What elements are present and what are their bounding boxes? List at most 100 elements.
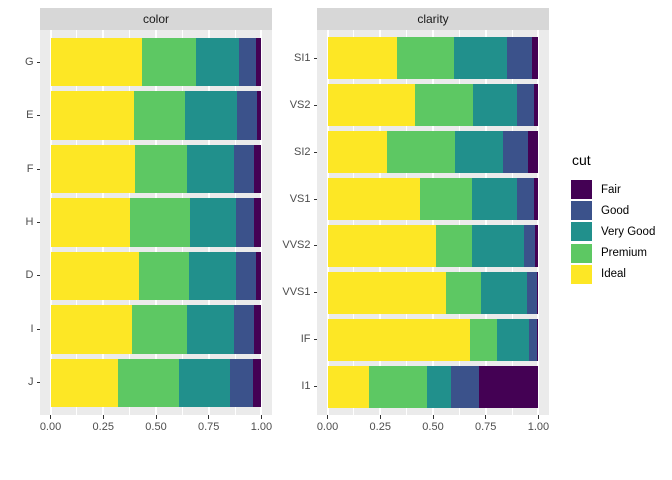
bar-segment-fair bbox=[534, 177, 539, 221]
bar-segment-premium bbox=[141, 38, 197, 87]
bar-segment-fair bbox=[537, 318, 539, 361]
bar-row-i bbox=[50, 305, 262, 354]
bar-row-f bbox=[50, 144, 262, 194]
bar-segment-good bbox=[526, 271, 538, 315]
y-tick-mark bbox=[313, 57, 317, 59]
legend-entry-premium: Premium bbox=[571, 243, 648, 263]
bar-segment-premium bbox=[135, 144, 187, 194]
bar-segment-very-good bbox=[188, 251, 236, 301]
y-tick-mark bbox=[36, 222, 40, 223]
legend-entry-fair: Fair bbox=[571, 180, 621, 199]
bar-segment-premium bbox=[414, 83, 473, 127]
x-tick-label: 1.00 bbox=[250, 421, 273, 433]
bar-segment-fair bbox=[256, 251, 262, 301]
x-tick-label: 0.25 bbox=[92, 421, 114, 433]
good-legend-key-swatch bbox=[571, 201, 592, 221]
facet-title-color: color bbox=[142, 12, 169, 26]
bar-segment-very-good bbox=[187, 305, 235, 354]
bar-segment-ideal bbox=[50, 144, 136, 194]
bar-segment-fair bbox=[535, 224, 539, 268]
gridline-major bbox=[537, 30, 540, 415]
bar-segment-premium bbox=[387, 130, 455, 174]
y-tick-label: SI2 bbox=[293, 145, 311, 158]
premium-legend-key-swatch bbox=[571, 243, 592, 263]
bar-segment-good bbox=[528, 318, 538, 361]
facet-strip-color: color bbox=[40, 8, 272, 30]
bar-segment-very-good bbox=[178, 358, 230, 407]
bar-segment-good bbox=[502, 130, 528, 174]
y-tick-mark bbox=[313, 292, 317, 294]
bar-segment-ideal bbox=[327, 271, 446, 315]
legend-label: Very Good bbox=[601, 225, 656, 238]
y-tick-label: E bbox=[26, 109, 34, 122]
bar-row-d bbox=[50, 251, 262, 301]
x-tick-label: 0.00 bbox=[316, 421, 339, 433]
x-tick-mark bbox=[155, 415, 157, 419]
y-tick-label: VS1 bbox=[289, 192, 311, 205]
bar-segment-ideal bbox=[327, 318, 471, 361]
y-tick-mark bbox=[313, 339, 317, 341]
x-tick-mark bbox=[102, 415, 104, 419]
bar-segment-good bbox=[235, 198, 254, 247]
legend-entry-ideal: Ideal bbox=[571, 264, 626, 284]
gridline-major bbox=[432, 30, 434, 415]
bar-segment-ideal bbox=[50, 91, 135, 140]
bar-row-vs1 bbox=[327, 177, 539, 221]
facet-title-clarity: clarity bbox=[417, 12, 449, 26]
bar-segment-fair bbox=[254, 305, 262, 354]
gridline-major bbox=[326, 30, 329, 415]
legend-entry-good: Good bbox=[571, 201, 630, 221]
bar-segment-ideal bbox=[327, 83, 415, 127]
bar-segment-good bbox=[234, 144, 255, 194]
bar-segment-premium bbox=[369, 365, 428, 408]
y-tick-mark bbox=[36, 328, 40, 330]
bar-segment-premium bbox=[117, 358, 179, 407]
gridline-major bbox=[379, 30, 382, 415]
y-tick-label: VVS1 bbox=[282, 286, 311, 299]
y-tick-mark bbox=[313, 198, 317, 200]
bar-segment-fair bbox=[252, 358, 262, 407]
bar-segment-very-good bbox=[186, 144, 235, 194]
legend-label: Ideal bbox=[601, 268, 626, 281]
x-tick-label: 0.50 bbox=[145, 421, 167, 433]
y-tick-label: J bbox=[28, 376, 34, 389]
bar-segment-very-good bbox=[184, 91, 237, 140]
y-tick-mark bbox=[36, 115, 40, 117]
bar-segment-fair bbox=[531, 37, 539, 80]
bar-segment-very-good bbox=[497, 318, 529, 361]
bar-row-si1 bbox=[327, 37, 539, 80]
legend-label: Premium bbox=[601, 247, 648, 260]
x-tick-label: 0.25 bbox=[369, 421, 391, 433]
y-tick-label: SI1 bbox=[293, 51, 311, 64]
bar-segment-ideal bbox=[327, 365, 370, 408]
bar-segment-very-good bbox=[454, 37, 507, 80]
x-tick-mark bbox=[50, 415, 52, 419]
x-tick-mark bbox=[537, 415, 539, 419]
y-tick-label: G bbox=[24, 55, 34, 68]
x-tick-label: 1.00 bbox=[527, 421, 550, 433]
y-tick-label: F bbox=[26, 162, 34, 175]
bar-segment-very-good bbox=[189, 198, 236, 247]
x-tick-mark bbox=[485, 415, 487, 419]
bar-segment-premium bbox=[138, 251, 189, 301]
ideal-legend-key-swatch bbox=[571, 264, 592, 284]
bar-segment-good bbox=[517, 83, 534, 127]
legend-label: Good bbox=[601, 204, 630, 217]
bar-segment-ideal bbox=[327, 130, 387, 174]
x-tick-mark bbox=[260, 415, 262, 419]
bar-segment-ideal bbox=[327, 224, 436, 268]
y-tick-mark bbox=[36, 61, 40, 63]
bar-row-h bbox=[50, 198, 262, 247]
bar-segment-good bbox=[506, 37, 532, 80]
y-tick-label: VVS2 bbox=[282, 239, 311, 252]
x-tick-label: 0.50 bbox=[422, 421, 444, 433]
y-tick-label: I bbox=[30, 322, 34, 335]
bar-segment-good bbox=[523, 224, 536, 268]
bar-segment-ideal bbox=[50, 305, 132, 354]
bar-segment-good bbox=[239, 38, 256, 87]
y-tick-label: IF bbox=[300, 333, 311, 346]
bar-segment-premium bbox=[420, 177, 472, 221]
bar-segment-ideal bbox=[50, 38, 142, 87]
panel-color bbox=[40, 30, 272, 415]
